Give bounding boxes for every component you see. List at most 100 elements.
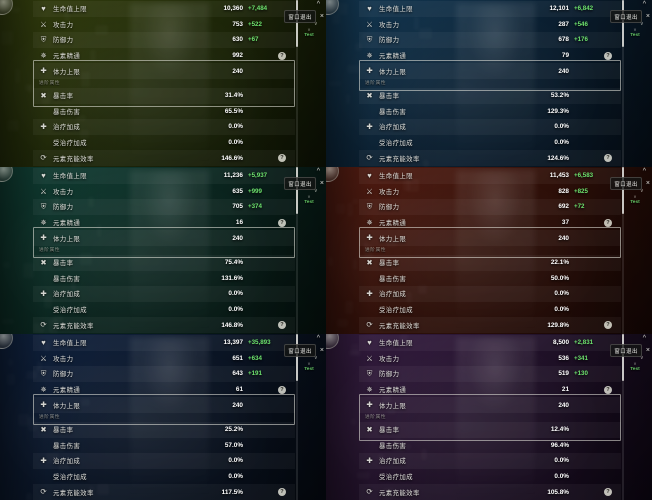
stat-row-incoming-healing[interactable]: 受治疗加成 0.0% bbox=[359, 302, 621, 318]
stat-row-def[interactable]: ⛨ 防御力 705 +374 bbox=[33, 199, 295, 215]
stat-row-crit-dmg[interactable]: 暴击伤害 131.6% bbox=[33, 271, 295, 287]
stat-row-crit-dmg[interactable]: 暴击伤害 50.0% bbox=[359, 271, 621, 287]
stat-row-cd-reduction[interactable]: ☾ 冷却缩减 0.0% ? bbox=[359, 333, 621, 334]
stat-row-healing-bonus[interactable]: ✚ 治疗加成 0.0% bbox=[359, 453, 621, 469]
window-exit-button[interactable]: 窗口退出 bbox=[284, 10, 316, 23]
stat-row-def[interactable]: ⛨ 防御力 678 +176 bbox=[359, 32, 621, 48]
stat-row-atk[interactable]: ⚔ 攻击力 536 +341 bbox=[359, 351, 621, 367]
scrollbar[interactable] bbox=[622, 167, 624, 334]
stat-row-energy-recharge[interactable]: ⟳ 元素充能效率 129.8% ? bbox=[359, 317, 621, 333]
panel-1[interactable]: ♥ 生命值上限 10,360 +7,484 ⚔ 攻击力 753 +522 ⛨ 防… bbox=[0, 0, 326, 167]
scrollbar-thumb[interactable] bbox=[296, 167, 298, 214]
stat-row-em[interactable]: ✵ 元素精通 992 ? bbox=[33, 48, 295, 64]
close-icon[interactable]: × bbox=[645, 347, 650, 354]
stat-row-crit-rate[interactable]: ✖ 暴击率 75.4% bbox=[33, 254, 295, 271]
stat-row-em[interactable]: ✵ 元素精通 21 ? bbox=[359, 382, 621, 398]
scrollbar[interactable] bbox=[622, 0, 624, 167]
panel-5[interactable]: ♥ 生命值上限 13,397 +35,893 ⚔ 攻击力 651 +634 ⛨ … bbox=[0, 334, 326, 500]
panel-4[interactable]: ♥ 生命值上限 11,453 +6,583 ⚔ 攻击力 828 +825 ⛨ 防… bbox=[326, 167, 652, 334]
stat-row-crit-dmg[interactable]: 暴击伤害 65.5% bbox=[33, 104, 295, 120]
stat-row-energy-recharge[interactable]: ⟳ 元素充能效率 146.6% ? bbox=[33, 150, 295, 166]
stat-row-incoming-healing[interactable]: 受治疗加成 0.0% bbox=[359, 469, 621, 485]
question-icon[interactable]: ? bbox=[604, 154, 612, 163]
stat-row-healing-bonus[interactable]: ✚ 治疗加成 0.0% bbox=[359, 286, 621, 302]
stat-row-energy-recharge[interactable]: ⟳ 元素充能效率 105.8% ? bbox=[359, 484, 621, 500]
stat-row-incoming-healing[interactable]: 受治疗加成 0.0% bbox=[33, 302, 295, 318]
panel-6[interactable]: ♥ 生命值上限 8,500 +2,831 ⚔ 攻击力 536 +341 ⛨ 防御… bbox=[326, 334, 652, 500]
scrollbar-thumb[interactable] bbox=[622, 167, 624, 214]
stat-row-crit-rate[interactable]: ✖ 暴击率 22.1% bbox=[359, 254, 621, 271]
stat-row-healing-bonus[interactable]: ✚ 治疗加成 0.0% bbox=[359, 119, 621, 135]
stat-row-def[interactable]: ⛨ 防御力 643 +191 bbox=[33, 366, 295, 382]
caret-up-icon[interactable]: ^ bbox=[316, 1, 320, 8]
stat-row-crit-dmg[interactable]: 暴击伤害 57.0% bbox=[33, 438, 295, 454]
close-icon[interactable]: × bbox=[645, 180, 650, 187]
close-icon[interactable]: × bbox=[319, 347, 324, 354]
question-icon[interactable]: ? bbox=[278, 385, 286, 394]
scrollbar-thumb[interactable] bbox=[622, 0, 624, 47]
stat-row-cd-reduction[interactable]: ☾ 冷却缩减 0.0% ? bbox=[359, 166, 621, 167]
close-icon[interactable]: × bbox=[319, 180, 324, 187]
stat-row-atk[interactable]: ⚔ 攻击力 651 +634 bbox=[33, 351, 295, 367]
question-icon[interactable]: ? bbox=[278, 51, 286, 60]
scrollbar-thumb[interactable] bbox=[296, 0, 298, 47]
stat-row-stamina[interactable]: ✚ 体力上限 240 bbox=[359, 63, 621, 79]
stat-row-stamina[interactable]: ✚ 体力上限 240 bbox=[33, 397, 295, 413]
stat-row-def[interactable]: ⛨ 防御力 519 +130 bbox=[359, 366, 621, 382]
scrollbar-thumb[interactable] bbox=[296, 334, 298, 381]
stat-row-incoming-healing[interactable]: 受治疗加成 0.0% bbox=[33, 135, 295, 151]
stat-row-hp[interactable]: ♥ 生命值上限 8,500 +2,831 bbox=[359, 335, 621, 351]
stat-row-hp[interactable]: ♥ 生命值上限 10,360 +7,484 bbox=[33, 1, 295, 17]
stat-row-energy-recharge[interactable]: ⟳ 元素充能效率 117.5% ? bbox=[33, 484, 295, 500]
stat-row-atk[interactable]: ⚔ 攻击力 753 +522 bbox=[33, 17, 295, 33]
question-icon[interactable]: ? bbox=[604, 488, 612, 497]
stat-row-stamina[interactable]: ✚ 体力上限 240 bbox=[33, 63, 295, 79]
stat-row-stamina[interactable]: ✚ 体力上限 240 bbox=[359, 397, 621, 413]
question-icon[interactable]: ? bbox=[604, 51, 612, 60]
stat-row-hp[interactable]: ♥ 生命值上限 11,453 +6,583 bbox=[359, 168, 621, 184]
stat-row-healing-bonus[interactable]: ✚ 治疗加成 0.0% bbox=[33, 286, 295, 302]
stat-row-incoming-healing[interactable]: 受治疗加成 0.0% bbox=[359, 135, 621, 151]
scrollbar[interactable] bbox=[622, 334, 624, 500]
stat-row-atk[interactable]: ⚔ 攻击力 635 +999 bbox=[33, 184, 295, 200]
panel-3[interactable]: ♥ 生命值上限 11,236 +5,937 ⚔ 攻击力 635 +999 ⛨ 防… bbox=[0, 167, 326, 334]
stat-row-healing-bonus[interactable]: ✚ 治疗加成 0.0% bbox=[33, 119, 295, 135]
stat-row-energy-recharge[interactable]: ⟳ 元素充能效率 124.6% ? bbox=[359, 150, 621, 166]
caret-up-icon[interactable]: ^ bbox=[642, 335, 646, 342]
stat-row-em[interactable]: ✵ 元素精通 16 ? bbox=[33, 215, 295, 231]
scrollbar-thumb[interactable] bbox=[622, 334, 624, 381]
stat-row-atk[interactable]: ⚔ 攻击力 287 +546 bbox=[359, 17, 621, 33]
window-exit-button[interactable]: 窗口退出 bbox=[284, 177, 316, 190]
stat-row-def[interactable]: ⛨ 防御力 630 +67 bbox=[33, 32, 295, 48]
window-exit-button[interactable]: 窗口退出 bbox=[610, 177, 642, 190]
stat-row-def[interactable]: ⛨ 防御力 692 +72 bbox=[359, 199, 621, 215]
question-icon[interactable]: ? bbox=[604, 218, 612, 227]
stat-row-crit-rate[interactable]: ✖ 暴击率 31.4% bbox=[33, 87, 295, 104]
window-exit-button[interactable]: 窗口退出 bbox=[284, 344, 316, 357]
stat-row-stamina[interactable]: ✚ 体力上限 240 bbox=[33, 230, 295, 246]
stat-row-hp[interactable]: ♥ 生命值上限 13,397 +35,893 bbox=[33, 335, 295, 351]
stat-row-crit-rate[interactable]: ✖ 暴击率 53.2% bbox=[359, 87, 621, 104]
caret-up-icon[interactable]: ^ bbox=[642, 168, 646, 175]
close-icon[interactable]: × bbox=[645, 13, 650, 20]
stat-row-crit-dmg[interactable]: 暴击伤害 129.3% bbox=[359, 104, 621, 120]
caret-up-icon[interactable]: ^ bbox=[316, 335, 320, 342]
question-icon[interactable]: ? bbox=[278, 321, 286, 330]
stat-row-em[interactable]: ✵ 元素精通 79 ? bbox=[359, 48, 621, 64]
panel-2[interactable]: ♥ 生命值上限 12,101 +6,842 ⚔ 攻击力 287 +546 ⛨ 防… bbox=[326, 0, 652, 167]
question-icon[interactable]: ? bbox=[278, 218, 286, 227]
scrollbar[interactable] bbox=[296, 167, 298, 334]
window-exit-button[interactable]: 窗口退出 bbox=[610, 344, 642, 357]
stat-row-em[interactable]: ✵ 元素精通 37 ? bbox=[359, 215, 621, 231]
stat-row-hp[interactable]: ♥ 生命值上限 12,101 +6,842 bbox=[359, 1, 621, 17]
stat-row-em[interactable]: ✵ 元素精通 61 ? bbox=[33, 382, 295, 398]
question-icon[interactable]: ? bbox=[604, 385, 612, 394]
stat-row-stamina[interactable]: ✚ 体力上限 240 bbox=[359, 230, 621, 246]
scrollbar[interactable] bbox=[296, 334, 298, 500]
close-icon[interactable]: × bbox=[319, 13, 324, 20]
stat-row-cd-reduction[interactable]: ☾ 冷却缩减 0.0% ? bbox=[33, 333, 295, 334]
stat-row-cd-reduction[interactable]: ☾ 冷却缩减 0.0% ? bbox=[33, 166, 295, 167]
question-icon[interactable]: ? bbox=[604, 321, 612, 330]
question-icon[interactable]: ? bbox=[278, 154, 286, 163]
stat-row-healing-bonus[interactable]: ✚ 治疗加成 0.0% bbox=[33, 453, 295, 469]
